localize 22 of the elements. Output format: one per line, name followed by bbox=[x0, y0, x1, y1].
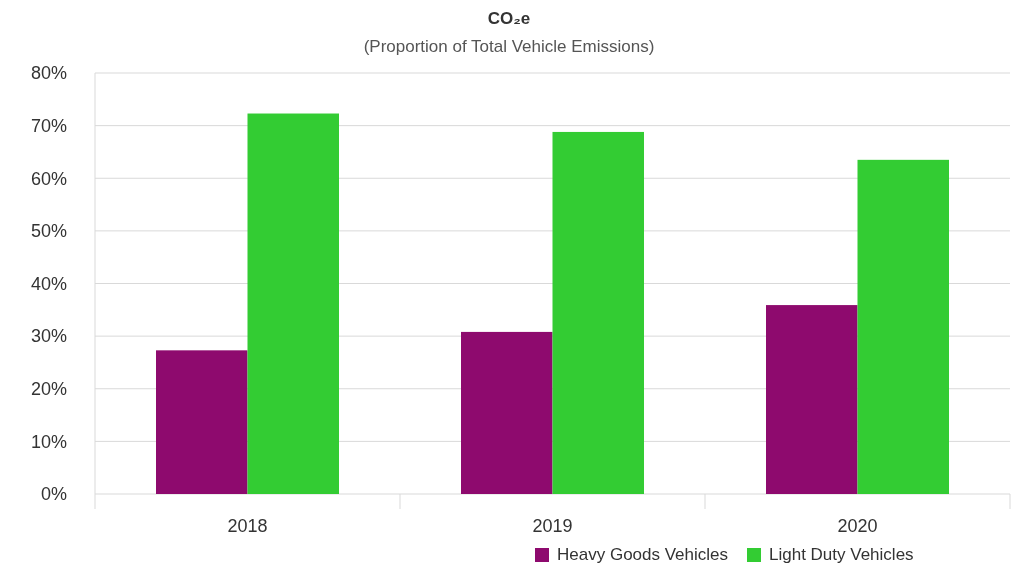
y-tick-label: 80% bbox=[30, 63, 67, 84]
y-tick-label: 50% bbox=[30, 221, 67, 242]
y-tick-label: 0% bbox=[40, 484, 67, 505]
x-tick-label: 2019 bbox=[532, 516, 573, 536]
legend-label: Light Duty Vehicles bbox=[769, 545, 914, 564]
bar bbox=[156, 350, 248, 494]
bar bbox=[247, 113, 339, 494]
y-tick-label: 20% bbox=[30, 379, 67, 400]
x-tick-label: 2020 bbox=[837, 516, 878, 536]
y-tick-label: 60% bbox=[30, 168, 67, 189]
chart-title: CO₂e bbox=[487, 9, 531, 28]
y-tick-label: 30% bbox=[30, 326, 67, 347]
y-tick-label: 10% bbox=[30, 431, 67, 452]
legend-label: Heavy Goods Vehicles bbox=[557, 545, 729, 564]
y-tick-label: 70% bbox=[30, 115, 67, 136]
y-tick-label: 40% bbox=[30, 273, 67, 294]
bar bbox=[766, 305, 858, 494]
chart-subtitle: (Proportion of Total Vehicle Emissions) bbox=[363, 37, 655, 56]
bar bbox=[857, 159, 949, 494]
bar bbox=[461, 331, 553, 494]
x-tick-label: 2018 bbox=[227, 516, 268, 536]
bar bbox=[552, 131, 644, 494]
